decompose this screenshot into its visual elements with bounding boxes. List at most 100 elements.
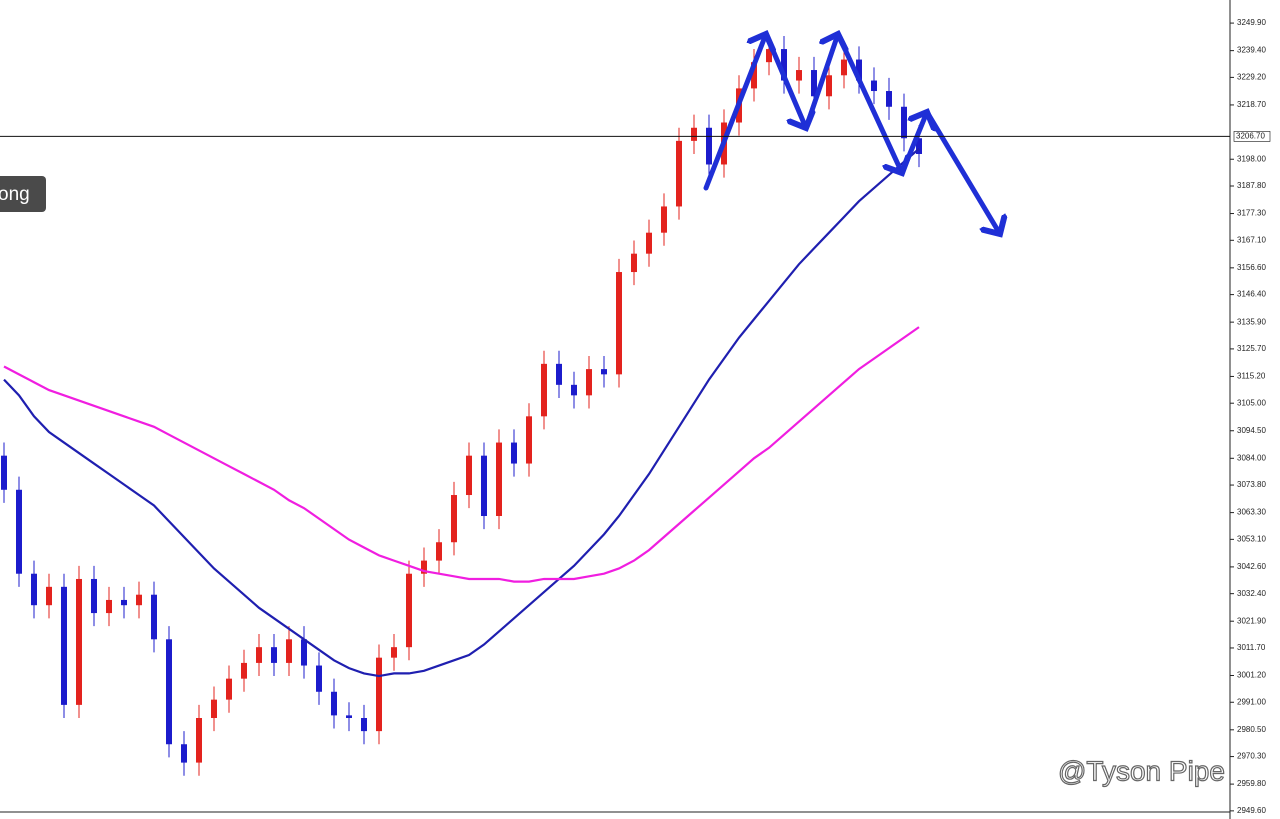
y-tick-label: 3177.30 — [1237, 209, 1266, 218]
candle-body — [511, 442, 517, 464]
candle-body — [751, 62, 757, 89]
candle-body — [796, 70, 802, 81]
candle-body — [541, 363, 547, 417]
candle-body — [766, 49, 772, 63]
y-tick-label: 3249.90 — [1237, 18, 1266, 27]
candle-body — [91, 578, 97, 614]
arrow — [763, 31, 806, 128]
y-tick-label: 2991.00 — [1237, 697, 1266, 706]
candle-body — [226, 678, 232, 700]
candle-body — [691, 127, 697, 141]
y-tick-label: 3021.90 — [1237, 616, 1266, 625]
candle-body — [841, 59, 847, 76]
candle-body — [571, 384, 577, 396]
watermark: @Tyson Pipe — [1058, 755, 1225, 786]
candle-body — [406, 573, 412, 648]
candle-body — [346, 715, 352, 719]
y-tick-label: 3125.70 — [1237, 344, 1266, 353]
moving-average — [3, 147, 920, 678]
y-tick-label: 3135.90 — [1237, 317, 1266, 326]
candle-body — [106, 599, 112, 614]
arrow — [835, 31, 902, 173]
candle-body — [706, 127, 712, 165]
candle-body — [136, 594, 142, 606]
moving-average — [3, 326, 920, 583]
candle-body — [631, 253, 637, 273]
y-tick-label: 3218.70 — [1237, 100, 1266, 109]
tooltip-box — [0, 176, 46, 212]
y-tick-label: 3032.40 — [1237, 589, 1266, 598]
y-tick-label: 3105.00 — [1237, 398, 1266, 407]
y-tick-label: 3063.30 — [1237, 508, 1266, 517]
candle-body — [196, 718, 202, 763]
y-tick-label: 2980.50 — [1237, 725, 1266, 734]
candle-body — [316, 665, 322, 692]
candle-body — [271, 647, 277, 663]
candle-body — [241, 662, 247, 679]
candle-body — [481, 455, 487, 517]
candle-body — [811, 70, 817, 97]
candle-body — [166, 639, 172, 745]
candle-body — [331, 691, 337, 716]
candle-body — [496, 442, 502, 517]
candle-body — [781, 49, 787, 81]
candle-body — [826, 75, 832, 97]
arrow — [899, 112, 927, 176]
tooltip-text: ong — [0, 184, 30, 205]
y-tick-label: 3146.40 — [1237, 290, 1266, 299]
candle-body — [436, 542, 442, 561]
pattern-arrows — [703, 31, 1000, 234]
y-tick-label: 3094.50 — [1237, 426, 1266, 435]
y-tick-label: 3229.20 — [1237, 72, 1266, 81]
y-tick-label: 2959.80 — [1237, 779, 1266, 788]
candle-body — [151, 594, 157, 640]
candle-body — [1, 455, 7, 490]
candle-body — [361, 718, 367, 732]
candle-body — [451, 495, 457, 543]
y-tick-label: 3156.60 — [1237, 263, 1266, 272]
y-tick-label: 3167.10 — [1237, 235, 1266, 244]
y-tick-label: 3187.80 — [1237, 181, 1266, 190]
candle-body — [376, 657, 382, 732]
y-tick-label: 3198.00 — [1237, 154, 1266, 163]
y-tick-label: 3073.80 — [1237, 480, 1266, 489]
candle-body — [256, 647, 262, 663]
candle-body — [871, 80, 877, 92]
candle-body — [916, 138, 922, 154]
candle-body — [601, 369, 607, 375]
y-tick-label: 2970.30 — [1237, 752, 1266, 761]
candle-body — [391, 647, 397, 658]
y-tick-label: 2949.60 — [1237, 806, 1266, 815]
current-price-box — [1233, 131, 1271, 142]
candle-body — [286, 639, 292, 663]
y-tick-label: 3084.00 — [1237, 453, 1266, 462]
arrow — [703, 34, 766, 191]
candle-body — [556, 363, 562, 385]
arrow — [924, 109, 1000, 234]
y-tick-label: 3115.20 — [1237, 372, 1266, 381]
candle-body — [61, 586, 67, 705]
candle-body — [181, 744, 187, 763]
candle-body — [901, 106, 907, 139]
candle-body — [301, 639, 307, 666]
candle-body — [46, 586, 52, 606]
y-tick-label: 3042.60 — [1237, 562, 1266, 571]
arrow — [803, 34, 838, 131]
candle-body — [856, 59, 862, 81]
candle-body — [661, 206, 667, 233]
plot-area — [1, 35, 922, 776]
candle-body — [646, 232, 652, 254]
candle-body — [886, 91, 892, 107]
candle-body — [211, 699, 217, 719]
candle-body — [121, 599, 127, 606]
candle-body — [676, 140, 682, 207]
candle-body — [16, 489, 22, 574]
y-tick-label: 3239.40 — [1237, 46, 1266, 55]
candle-body — [76, 578, 82, 705]
candle-body — [31, 573, 37, 606]
current-price-label: 3206.70 — [1236, 132, 1265, 141]
candle-body — [526, 416, 532, 464]
candle-body — [466, 455, 472, 496]
